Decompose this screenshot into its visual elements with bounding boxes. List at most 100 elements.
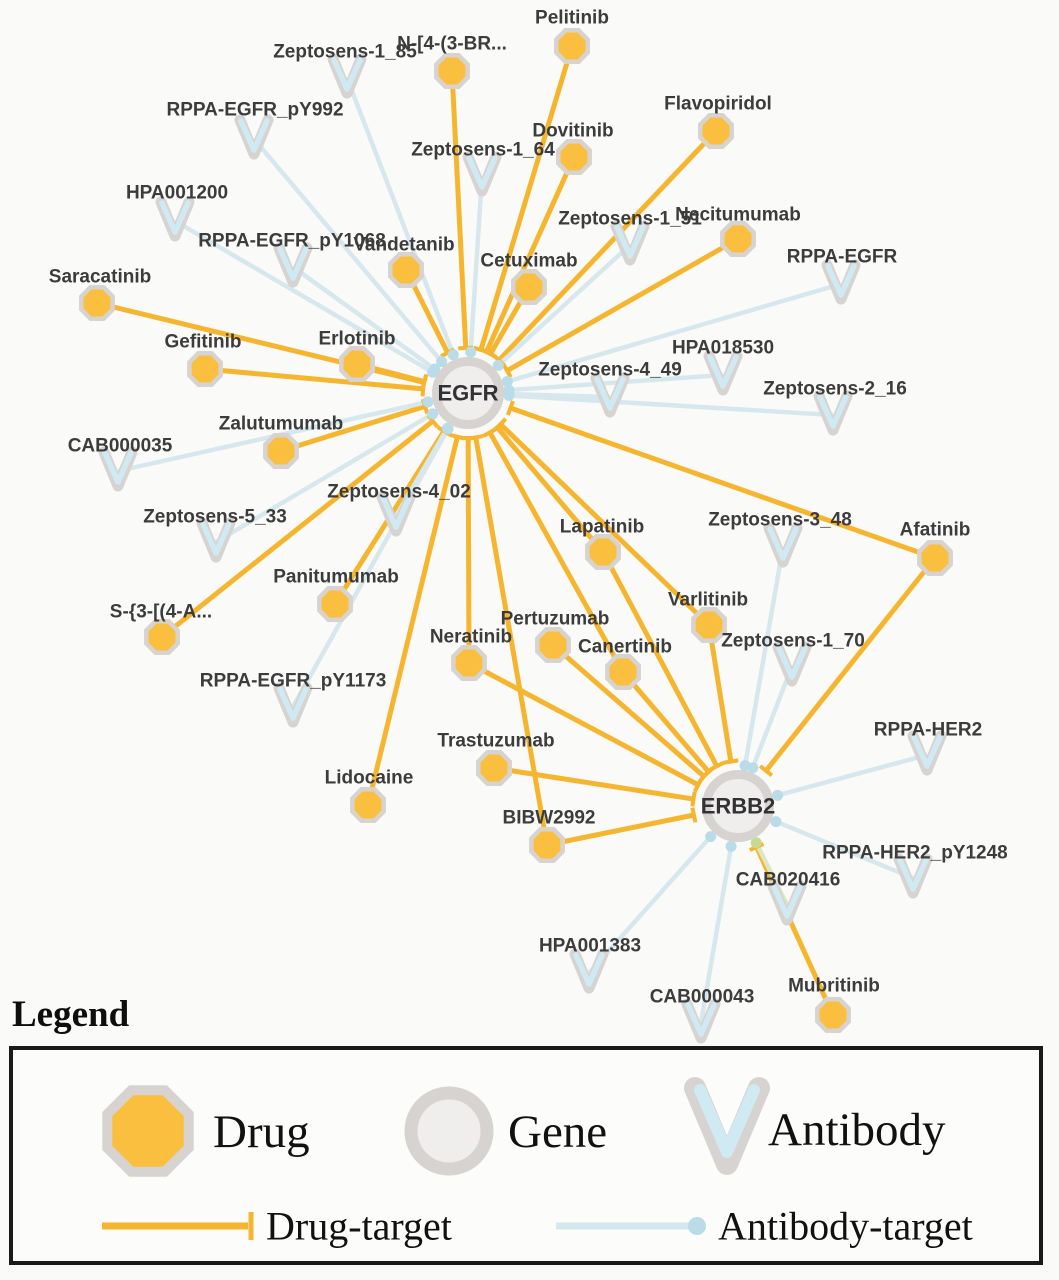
- drug-node-vandetanib[interactable]: [388, 252, 424, 288]
- antibody-edge-dot-icon: [442, 423, 454, 435]
- antibody-target-legend-icon: [556, 1217, 706, 1235]
- drug-target-edge: [478, 45, 575, 351]
- drug-target-edge: [160, 419, 435, 639]
- antibody-edge-dot-icon: [503, 389, 515, 401]
- gene-label-erbb2: ERBB2: [701, 794, 776, 819]
- node-label-canertinib: Canertinib: [578, 637, 672, 658]
- drug-node-mubritinib[interactable]: [815, 997, 851, 1033]
- antibody-node-hpa018530[interactable]: [703, 350, 743, 396]
- legend-drug-target-label: Drug-target: [266, 1203, 452, 1249]
- antibody-node-zeptosens_2_16[interactable]: [813, 390, 853, 436]
- drug-target-edge: [546, 812, 695, 848]
- antibody-node-zeptosens_3_48[interactable]: [763, 522, 803, 568]
- drug-edge-tbar-icon: [697, 769, 711, 784]
- drug-target-edge: [551, 643, 706, 779]
- antibody-arrow-icon: [897, 857, 929, 892]
- drug-node-canertinib[interactable]: [605, 654, 641, 690]
- drug-node-neratinib[interactable]: [451, 645, 487, 681]
- antibody-node-rppa_egfr_py992[interactable]: [234, 114, 274, 160]
- antibody-node-cab000035[interactable]: [98, 446, 138, 492]
- drug-node-saracatinib[interactable]: [79, 285, 115, 321]
- drug-node-gefitinib[interactable]: [187, 351, 223, 387]
- drug-node-pelitinib[interactable]: [554, 28, 590, 64]
- node-label-bibw2992: BIBW2992: [503, 808, 596, 829]
- antibody-arrow-icon: [277, 686, 309, 721]
- antibody-node-hpa001383[interactable]: [569, 948, 609, 994]
- drug-node-pertuzumab[interactable]: [535, 627, 571, 663]
- node-label-cab000035: CAB000035: [68, 436, 173, 457]
- node-label-rppa_egfr_py992: RPPA-EGFR_pY992: [166, 100, 343, 121]
- drug-node-n4_3br[interactable]: [434, 53, 470, 89]
- antibody-arrow-icon: [331, 57, 363, 92]
- antibody-node-rppa_egfr_py1173[interactable]: [273, 682, 313, 728]
- antibody-target-edge: [496, 243, 632, 368]
- node-label-vandetanib: Vandetanib: [353, 235, 454, 256]
- antibody-arrow-icon: [614, 224, 646, 259]
- drug-target-edge: [600, 550, 720, 768]
- node-label-zeptosens_2_16: Zeptosens-2_16: [763, 379, 907, 400]
- node-label-zeptosens_1_64: Zeptosens-1_64: [411, 140, 555, 161]
- node-label-zeptosens_1_85: Zeptosens-1_85: [273, 42, 417, 63]
- drug-node-lidocaine[interactable]: [350, 787, 386, 823]
- gene-node-egfr[interactable]: [432, 357, 504, 429]
- antibody-arrow-icon: [238, 118, 270, 153]
- antibody-node-zeptosens_1_64[interactable]: [462, 151, 502, 197]
- node-label-rppa_egfr_py1068: RPPA-EGFR_pY1068: [198, 231, 386, 252]
- antibody-node-zeptosens_4_02[interactable]: [376, 491, 416, 537]
- antibody-target-edge: [214, 411, 434, 544]
- antibody-node-zeptosens_5_33[interactable]: [196, 517, 236, 563]
- antibody-target-edge: [587, 835, 713, 975]
- legend-antibody-target-label: Antibody-target: [718, 1203, 973, 1249]
- drug-target-edge: [621, 670, 711, 774]
- antibody-node-zeptosens_1_70[interactable]: [772, 641, 812, 687]
- drug-edge-tbar-icon: [493, 417, 508, 431]
- drug-node-necitumumab[interactable]: [720, 221, 756, 257]
- antibody-node-rppa_her2[interactable]: [907, 730, 947, 776]
- drug-target-edge: [754, 845, 836, 1017]
- drug-node-bibw2992[interactable]: [529, 827, 565, 863]
- drug-target-edge: [509, 405, 936, 561]
- drug-target-edge: [493, 765, 694, 802]
- node-label-mubritinib: Mubritinib: [788, 976, 880, 997]
- drug-node-afatinib[interactable]: [917, 540, 953, 576]
- gene-node-erbb2[interactable]: [702, 770, 774, 842]
- antibody-edge-dot-icon: [772, 789, 784, 801]
- drug-node-trastuzumab[interactable]: [476, 750, 512, 786]
- antibody-node-rppa_her2_py1248[interactable]: [893, 853, 933, 899]
- antibody-target-edge: [750, 665, 795, 769]
- drug-target-edge: [473, 436, 550, 846]
- drug-target-legend-icon: [102, 1212, 254, 1240]
- antibody-arrow-icon: [277, 246, 309, 281]
- antibody-node-cab020416[interactable]: [767, 880, 807, 926]
- antibody-target-edge: [508, 372, 724, 393]
- drug-node-cetuximab[interactable]: [511, 269, 547, 305]
- gene-label-egfr: EGFR: [437, 381, 498, 406]
- antibody-arrow-icon: [707, 354, 739, 389]
- drug-node-panitumumab[interactable]: [317, 586, 353, 622]
- gene-legend-icon: [404, 1086, 494, 1176]
- drug-node-flavopiridol[interactable]: [698, 113, 734, 149]
- antibody-arrow-icon: [817, 394, 849, 429]
- antibody-node-rppa_egfr_py1068[interactable]: [273, 242, 313, 288]
- drug-edge-tbar-icon: [482, 348, 498, 360]
- drug-edge-tbar-icon: [482, 426, 498, 438]
- antibody-target-edge: [742, 546, 786, 766]
- drug-node-zalutumumab[interactable]: [263, 433, 299, 469]
- drug-node-varlitinib[interactable]: [691, 607, 727, 643]
- drug-target-edge: [495, 425, 605, 554]
- drug-node-erlotinib[interactable]: [339, 346, 375, 382]
- antibody-node-rppa_egfr[interactable]: [821, 259, 861, 305]
- drug-node-lapatinib[interactable]: [585, 534, 621, 570]
- antibody-node-zeptosens_4_49[interactable]: [590, 372, 630, 418]
- antibody-arrow-icon: [825, 263, 857, 298]
- antibody-node-zeptosens_1_85[interactable]: [327, 53, 367, 99]
- antibody-node-hpa001200[interactable]: [155, 196, 195, 242]
- drug-node-dovitinib[interactable]: [556, 139, 592, 175]
- drug-node-s3_4a[interactable]: [144, 619, 180, 655]
- antibody-node-cab000043[interactable]: [681, 998, 721, 1044]
- antibody-node-zeptosens_1_51[interactable]: [610, 220, 650, 266]
- drug-target-edge: [280, 403, 426, 454]
- drug-edge-tbar-icon: [758, 764, 774, 777]
